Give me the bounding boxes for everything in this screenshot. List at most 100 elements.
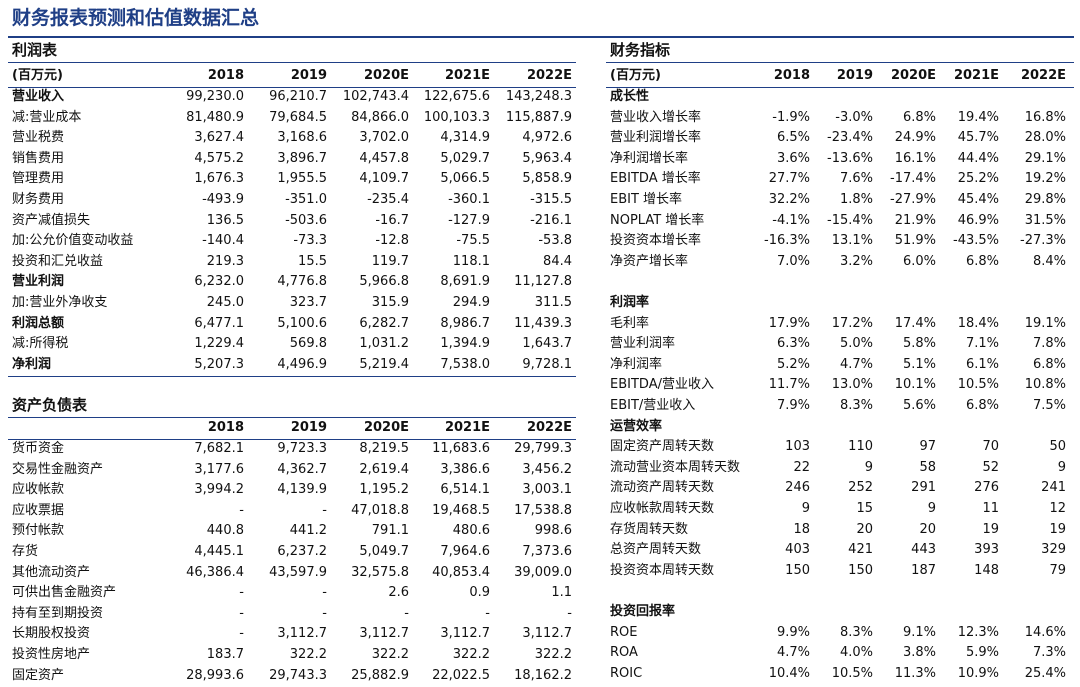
cell: 3,003.1 [522, 482, 572, 498]
cell: -493.9 [202, 192, 244, 207]
cell: - [567, 605, 572, 621]
cell: 6.1% [965, 356, 999, 372]
cell: 1,229.4 [194, 336, 244, 352]
header-year: 2018 [207, 68, 244, 83]
cell: 6.8% [1032, 356, 1066, 372]
cell: 8.4% [1032, 253, 1066, 269]
row-label: 营业利润 [12, 274, 65, 290]
cell: 29,743.3 [269, 667, 327, 683]
cell: 3.8% [902, 645, 936, 661]
cell: 7.0% [776, 253, 810, 269]
row-label: 投资资本周转天数 [610, 562, 715, 578]
cell: 27.7% [768, 171, 810, 187]
cell: 6,477.1 [194, 315, 244, 331]
cell: 322.2 [534, 647, 572, 662]
cell: 19 [982, 521, 999, 537]
row-label: 流动营业资本周转天数 [610, 459, 741, 475]
cell: 79 [1049, 562, 1066, 578]
cell: 323.7 [289, 295, 327, 310]
cell: 6,237.2 [277, 544, 327, 559]
cell: 70 [982, 439, 999, 455]
cell: 32.2% [768, 192, 810, 207]
row-label: 净利润 [12, 356, 52, 372]
rule [8, 417, 576, 418]
cell: 5,029.7 [440, 150, 490, 166]
cell: 4,972.6 [522, 130, 572, 146]
header-year: 2019 [290, 420, 327, 435]
cell: 1,955.5 [277, 171, 327, 187]
cell: 6.8% [965, 253, 999, 269]
cell: 103 [785, 439, 810, 455]
cell: 13.0% [831, 377, 873, 393]
cell: 2.6 [388, 585, 409, 601]
cell: 6.8% [902, 109, 936, 125]
cell: 480.6 [452, 523, 490, 539]
cell: - [322, 502, 327, 518]
row-label: 加:营业外净收支 [12, 295, 108, 310]
cell: 6,232.0 [194, 274, 244, 290]
cell: 5,207.3 [194, 356, 244, 372]
cell: 322.2 [452, 647, 490, 662]
cell: 4,314.9 [440, 130, 490, 146]
cell: 11,439.3 [514, 315, 572, 331]
cell: -17.4% [890, 171, 936, 187]
row-label: 固定资产周转天数 [610, 439, 715, 455]
row-label: 持有至到期投资 [12, 605, 104, 621]
cell: 4,457.8 [359, 150, 409, 166]
cell: 14.6% [1024, 624, 1066, 640]
row-label: 长期股权投资 [12, 626, 91, 642]
row-label: 应收帐款 [12, 482, 65, 498]
cell: 4.7% [776, 645, 810, 661]
cell: 5.6% [902, 398, 936, 413]
cell: 276 [974, 480, 999, 496]
cell: - [239, 605, 244, 621]
cell: 39,009.0 [514, 564, 572, 580]
cell: 3,456.2 [522, 461, 572, 477]
cell: 322.2 [289, 647, 327, 662]
cell: - [322, 605, 327, 621]
cell: -27.3% [1020, 233, 1066, 249]
section-title: 资产负债表 [12, 396, 88, 414]
cell: 5,049.7 [359, 544, 409, 559]
header-year: 2019 [836, 68, 873, 83]
header-year: 2022E [526, 68, 572, 83]
cell: 440.8 [206, 523, 244, 539]
cell: 32,575.8 [351, 564, 409, 580]
cell: -351.0 [285, 192, 327, 207]
cell: 4,362.7 [277, 461, 327, 477]
row-label: 交易性金融资产 [12, 461, 104, 477]
cell: 11.7% [768, 377, 810, 393]
header-year: 2018 [773, 68, 810, 83]
cell: 7.9% [776, 398, 810, 413]
cell: 4,575.2 [194, 150, 244, 166]
cell: 84.4 [543, 253, 572, 269]
cell: 3.2% [839, 253, 873, 269]
cell: 25,882.9 [351, 667, 409, 683]
row-label: 固定资产 [12, 667, 65, 683]
cell: 19,468.5 [432, 502, 490, 518]
cell: 187 [911, 562, 936, 578]
row-label: 存货周转天数 [610, 521, 689, 537]
cell: -235.4 [367, 192, 409, 207]
cell: 0.9 [469, 585, 490, 601]
cell: 3,627.4 [194, 130, 244, 146]
cell: 11,683.6 [432, 441, 490, 456]
cell: 5.0% [839, 336, 873, 352]
row-label: 毛利率 [610, 315, 650, 331]
cell: 28.0% [1024, 130, 1066, 146]
cell: 1,676.3 [194, 171, 244, 187]
cell: 7,964.6 [440, 544, 490, 559]
cell: 45.4% [957, 192, 999, 207]
cell: 8.3% [839, 398, 873, 413]
cell: 10.5% [831, 665, 873, 681]
cell: 9 [927, 501, 936, 516]
cell: -216.1 [530, 212, 572, 228]
cell: -13.6% [827, 150, 873, 166]
row-label: EBIT/营业收入 [610, 398, 696, 413]
cell: 148 [974, 562, 999, 578]
cell: -75.5 [456, 233, 490, 249]
cell: 97 [919, 439, 936, 455]
cell: 12 [1049, 501, 1066, 516]
cell: 150 [785, 562, 810, 578]
